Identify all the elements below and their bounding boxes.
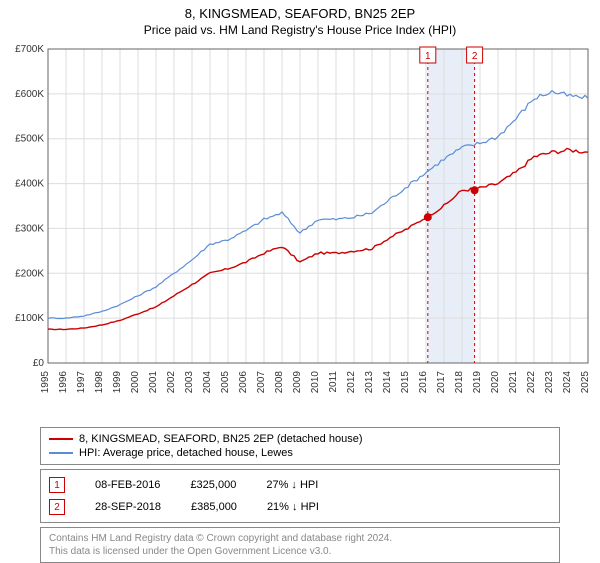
- footer-attribution: Contains HM Land Registry data © Crown c…: [40, 527, 560, 563]
- svg-text:1: 1: [425, 51, 431, 62]
- legend-swatch: [49, 452, 73, 454]
- svg-text:2014: 2014: [382, 371, 393, 394]
- svg-text:1995: 1995: [40, 371, 51, 394]
- markers-table: 1 08-FEB-2016 £325,000 27% ↓ HPI 2 28-SE…: [40, 469, 560, 523]
- marker-price: £325,000: [190, 479, 236, 491]
- legend-row: HPI: Average price, detached house, Lewe…: [49, 446, 551, 460]
- svg-text:2022: 2022: [526, 371, 537, 394]
- svg-text:2023: 2023: [544, 371, 555, 394]
- svg-text:£400K: £400K: [15, 179, 44, 190]
- legend-row: 8, KINGSMEAD, SEAFORD, BN25 2EP (detache…: [49, 432, 551, 446]
- svg-text:1996: 1996: [58, 371, 69, 394]
- svg-text:2005: 2005: [220, 371, 231, 394]
- legend-box: 8, KINGSMEAD, SEAFORD, BN25 2EP (detache…: [40, 427, 560, 465]
- legend-label: HPI: Average price, detached house, Lewe…: [79, 447, 293, 459]
- svg-text:1998: 1998: [94, 371, 105, 394]
- chart-titles: 8, KINGSMEAD, SEAFORD, BN25 2EP Price pa…: [0, 0, 600, 37]
- svg-text:2001: 2001: [148, 371, 159, 394]
- svg-text:£300K: £300K: [15, 223, 44, 234]
- svg-text:2020: 2020: [490, 371, 501, 394]
- svg-text:£500K: £500K: [15, 134, 44, 145]
- marker-date: 28-SEP-2018: [95, 501, 161, 513]
- marker-badge: 1: [49, 477, 65, 493]
- svg-text:2015: 2015: [400, 371, 411, 394]
- marker-table-row: 2 28-SEP-2018 £385,000 21% ↓ HPI: [49, 496, 551, 518]
- svg-text:2002: 2002: [166, 371, 177, 394]
- svg-text:2000: 2000: [130, 371, 141, 394]
- svg-text:£100K: £100K: [15, 313, 44, 324]
- svg-text:2021: 2021: [508, 371, 519, 394]
- svg-text:£600K: £600K: [15, 89, 44, 100]
- svg-text:1999: 1999: [112, 371, 123, 394]
- svg-text:2003: 2003: [184, 371, 195, 394]
- marker-table-row: 1 08-FEB-2016 £325,000 27% ↓ HPI: [49, 474, 551, 496]
- svg-text:2016: 2016: [418, 371, 429, 394]
- chart-svg: £0 £100K £200K £300K £400K £500K £600K £700K 199…: [0, 43, 600, 423]
- marker-price: £385,000: [191, 501, 237, 513]
- marker-delta: 21% ↓ HPI: [267, 501, 319, 513]
- svg-text:2010: 2010: [310, 371, 321, 394]
- marker-date: 08-FEB-2016: [95, 479, 160, 491]
- svg-text:2025: 2025: [580, 371, 591, 394]
- title-address: 8, KINGSMEAD, SEAFORD, BN25 2EP: [0, 6, 600, 21]
- marker-badge: 2: [49, 499, 65, 515]
- svg-text:2: 2: [472, 51, 478, 62]
- marker-delta: 27% ↓ HPI: [266, 479, 318, 491]
- legend-label: 8, KINGSMEAD, SEAFORD, BN25 2EP (detache…: [79, 433, 362, 445]
- legend-swatch: [49, 438, 73, 440]
- svg-text:2004: 2004: [202, 371, 213, 394]
- chart-area: £0 £100K £200K £300K £400K £500K £600K £700K 199…: [0, 43, 600, 423]
- svg-text:2012: 2012: [346, 371, 357, 394]
- svg-text:1997: 1997: [76, 371, 87, 394]
- title-subtitle: Price paid vs. HM Land Registry's House …: [0, 23, 600, 37]
- svg-text:2006: 2006: [238, 371, 249, 394]
- svg-text:2017: 2017: [436, 371, 447, 394]
- svg-text:2018: 2018: [454, 371, 465, 394]
- svg-text:2009: 2009: [292, 371, 303, 394]
- footer-line: This data is licensed under the Open Gov…: [49, 545, 551, 558]
- svg-text:2013: 2013: [364, 371, 375, 394]
- chart-container: 8, KINGSMEAD, SEAFORD, BN25 2EP Price pa…: [0, 0, 600, 563]
- svg-text:£200K: £200K: [15, 268, 44, 279]
- svg-text:2011: 2011: [328, 371, 339, 393]
- svg-text:2007: 2007: [256, 371, 267, 394]
- svg-text:£700K: £700K: [15, 44, 44, 55]
- svg-text:2024: 2024: [562, 371, 573, 394]
- footer-line: Contains HM Land Registry data © Crown c…: [49, 532, 551, 545]
- svg-text:£0: £0: [33, 358, 45, 369]
- svg-text:2008: 2008: [274, 371, 285, 394]
- svg-text:2019: 2019: [472, 371, 483, 394]
